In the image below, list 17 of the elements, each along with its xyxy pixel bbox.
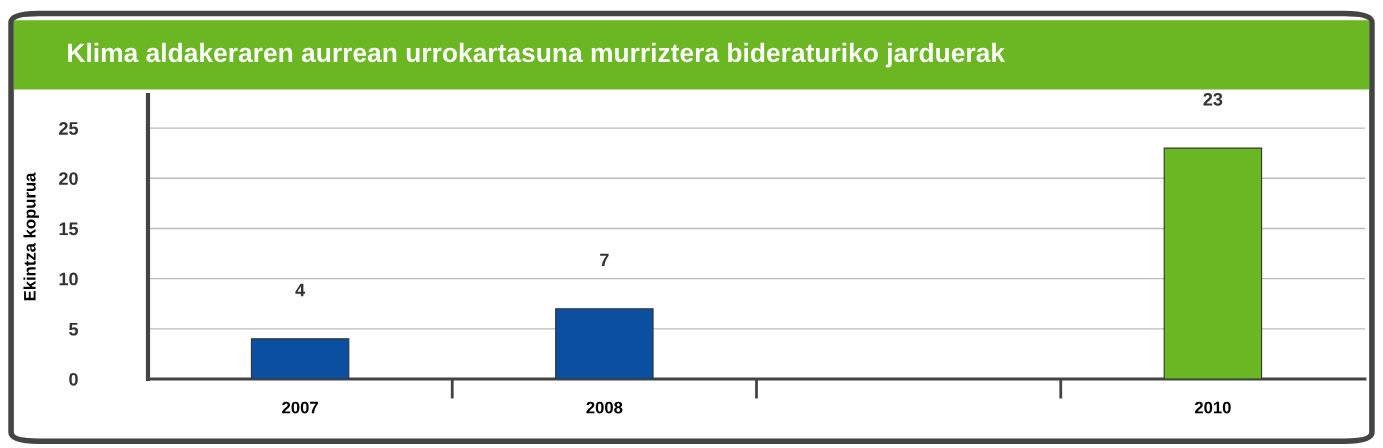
y-tick-label: 25 (59, 122, 79, 135)
y-tick-label: 0 (69, 372, 78, 386)
data-label: 7 (600, 253, 609, 267)
x-tick-label: 2007 (282, 401, 318, 414)
x-tick-label: 2008 (586, 401, 623, 414)
y-axis-title: Ekintza kopurua (23, 172, 40, 301)
x-tick-label: 2010 (1194, 401, 1231, 414)
y-tick-label: 15 (59, 222, 79, 236)
bar (250, 338, 350, 380)
y-tick-label: 20 (59, 172, 78, 185)
bar (555, 308, 654, 380)
y-tick-label: 10 (59, 272, 78, 286)
bar (1163, 147, 1263, 380)
y-tick-label: 5 (69, 322, 79, 336)
chart-title: Klima aldakeraren aurrean urrokartasuna murriztera bideraturiko jarduerak (68, 42, 1006, 68)
data-label: 4 (295, 283, 306, 297)
data-label: 23 (1203, 92, 1223, 106)
